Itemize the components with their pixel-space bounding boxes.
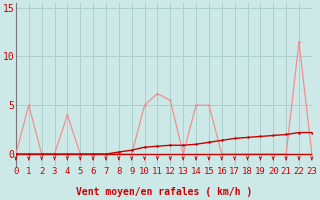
X-axis label: Vent moyen/en rafales ( km/h ): Vent moyen/en rafales ( km/h ) bbox=[76, 187, 252, 197]
